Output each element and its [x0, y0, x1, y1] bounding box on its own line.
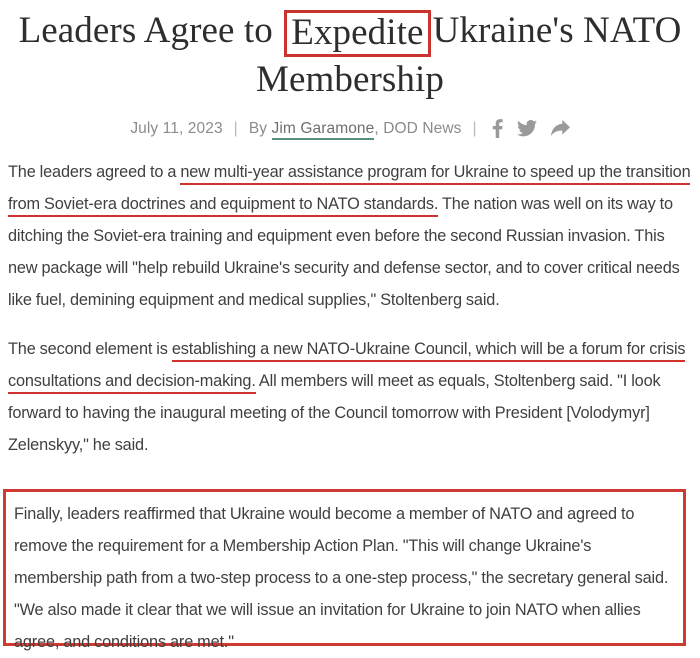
facebook-icon[interactable] [492, 119, 503, 138]
twitter-icon[interactable] [516, 120, 537, 137]
headline-line-1: Leaders Agree to Expedite Ukraine's NATO [14, 8, 686, 57]
paragraph-2: The second element is establishing a new… [8, 333, 692, 461]
page-title: Leaders Agree to Expedite Ukraine's NATO … [0, 0, 700, 103]
byline-author-group: By Jim Garamone, DOD News [248, 119, 462, 140]
social-share-group [492, 119, 570, 138]
outlet-name: DOD News [383, 119, 462, 137]
headline-highlight-expedite: Expedite [284, 10, 431, 57]
headline-line-2: Membership [255, 59, 445, 100]
byline-separator-2: | [472, 119, 477, 137]
byline-separator-1: | [233, 119, 238, 137]
headline-text-after: Ukraine's NATO [432, 10, 682, 51]
paragraph-1-highlight: new multi-year assistance program for Uk… [8, 163, 691, 217]
highlighted-paragraph-box: Finally, leaders reaffirmed that Ukraine… [3, 489, 686, 651]
article-body: The leaders agreed to a new multi-year a… [0, 156, 700, 461]
paragraph-1: The leaders agreed to a new multi-year a… [8, 156, 692, 316]
paragraph-1-seg-1: The leaders agreed to a [8, 163, 181, 181]
publish-date: July 11, 2023 [130, 119, 223, 137]
byline: July 11, 2023 | By Jim Garamone, DOD New… [0, 119, 700, 140]
paragraph-2-seg-3: All members will meet as equals, Stolten… [8, 372, 661, 454]
share-icon[interactable] [550, 120, 570, 137]
author-suffix: , [374, 119, 379, 137]
paragraph-3: Finally, leaders reaffirmed that Ukraine… [14, 505, 669, 651]
paragraph-2-seg-1: The second element is [8, 340, 172, 358]
author-link[interactable]: Jim Garamone [271, 119, 375, 140]
by-label: By [248, 119, 268, 137]
paragraph-2-highlight: establishing a new NATO-Ukraine Council,… [8, 340, 686, 394]
paragraph-1-seg-3: The nation was well on its way to ditchi… [8, 195, 680, 309]
headline-text-before: Leaders Agree to [18, 10, 273, 51]
